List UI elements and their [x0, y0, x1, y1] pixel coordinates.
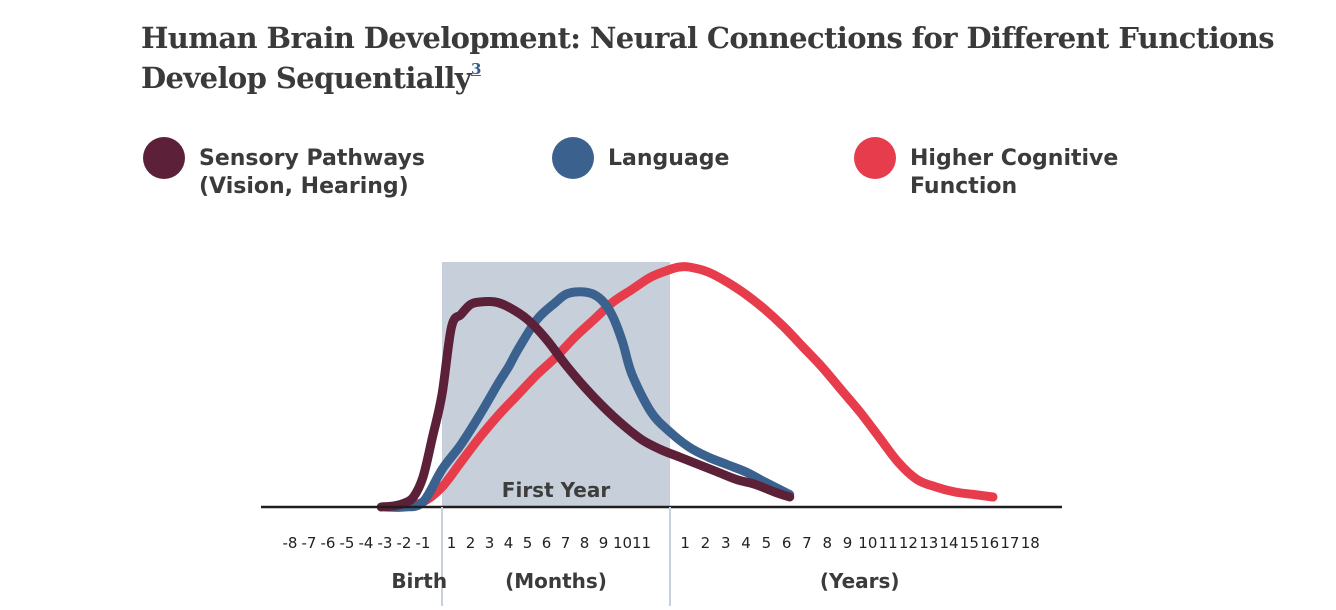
- tick-label-years: 11: [879, 534, 898, 552]
- tick-label-years: 10: [858, 534, 877, 552]
- tick-label-years: 12: [899, 534, 918, 552]
- chart-title-text: Human Brain Development: Neural Connecti…: [141, 21, 1275, 95]
- series-line-cognitive: [399, 262, 998, 512]
- tick-label-months: 7: [561, 534, 571, 552]
- x-group-label: (Years): [820, 569, 900, 593]
- tick-label-years: 6: [782, 534, 792, 552]
- tick-label-years: 3: [721, 534, 731, 552]
- tick-label-years: 16: [980, 534, 999, 552]
- tick-label-years: 4: [741, 534, 751, 552]
- legend-swatch-sensory: [143, 137, 185, 179]
- tick-label-years: 9: [843, 534, 853, 552]
- series-line-language: [380, 287, 795, 512]
- tick-label-months: 5: [523, 534, 533, 552]
- legend-item-sensory: Sensory Pathways (Vision, Hearing): [143, 137, 425, 201]
- chart-title: Human Brain Development: Neural Connecti…: [141, 18, 1301, 98]
- tick-label-months: 2: [466, 534, 476, 552]
- tick-label-years: 17: [1000, 534, 1019, 552]
- footnote-link[interactable]: 3: [471, 60, 481, 78]
- tick-label-years: 13: [919, 534, 938, 552]
- tick-label-prenatal: -4: [359, 534, 374, 552]
- tick-label-months: 11: [632, 534, 651, 552]
- legend-swatch-cognitive: [854, 137, 896, 179]
- tick-label-years: 7: [802, 534, 812, 552]
- tick-label-prenatal: -7: [302, 534, 317, 552]
- tick-label-years: 18: [1021, 534, 1040, 552]
- tick-label-years: 5: [762, 534, 772, 552]
- tick-label-months: 10: [613, 534, 632, 552]
- tick-label-years: 15: [960, 534, 979, 552]
- tick-label-prenatal: -2: [397, 534, 412, 552]
- tick-label-prenatal: -6: [321, 534, 336, 552]
- tick-label-prenatal: -3: [378, 534, 393, 552]
- legend-label-cognitive: Higher Cognitive Function: [910, 146, 1119, 199]
- series-line-sensory: [376, 297, 795, 512]
- tick-label-months: 9: [599, 534, 609, 552]
- tick-label-prenatal: -1: [416, 534, 431, 552]
- legend-item-language: Language: [552, 137, 729, 179]
- tick-label-months: 1: [447, 534, 457, 552]
- legend-swatch-language: [552, 137, 594, 179]
- tick-label-prenatal: -5: [340, 534, 355, 552]
- tick-label-months: 4: [504, 534, 514, 552]
- x-group-label: (Months): [505, 569, 607, 593]
- first-year-label: First Year: [502, 478, 611, 502]
- tick-label-months: 3: [485, 534, 495, 552]
- legend-label-sensory: Sensory Pathways (Vision, Hearing): [199, 146, 425, 199]
- tick-label-years: 14: [940, 534, 959, 552]
- tick-label-prenatal: -8: [283, 534, 298, 552]
- tick-label-years: 8: [822, 534, 832, 552]
- legend-label-language: Language: [608, 146, 730, 171]
- tick-label-years: 1: [680, 534, 690, 552]
- legend-item-cognitive: Higher Cognitive Function: [854, 137, 1118, 201]
- x-group-label: Birth: [391, 569, 447, 593]
- tick-label-months: 8: [580, 534, 590, 552]
- tick-label-months: 6: [542, 534, 552, 552]
- tick-label-years: 2: [701, 534, 711, 552]
